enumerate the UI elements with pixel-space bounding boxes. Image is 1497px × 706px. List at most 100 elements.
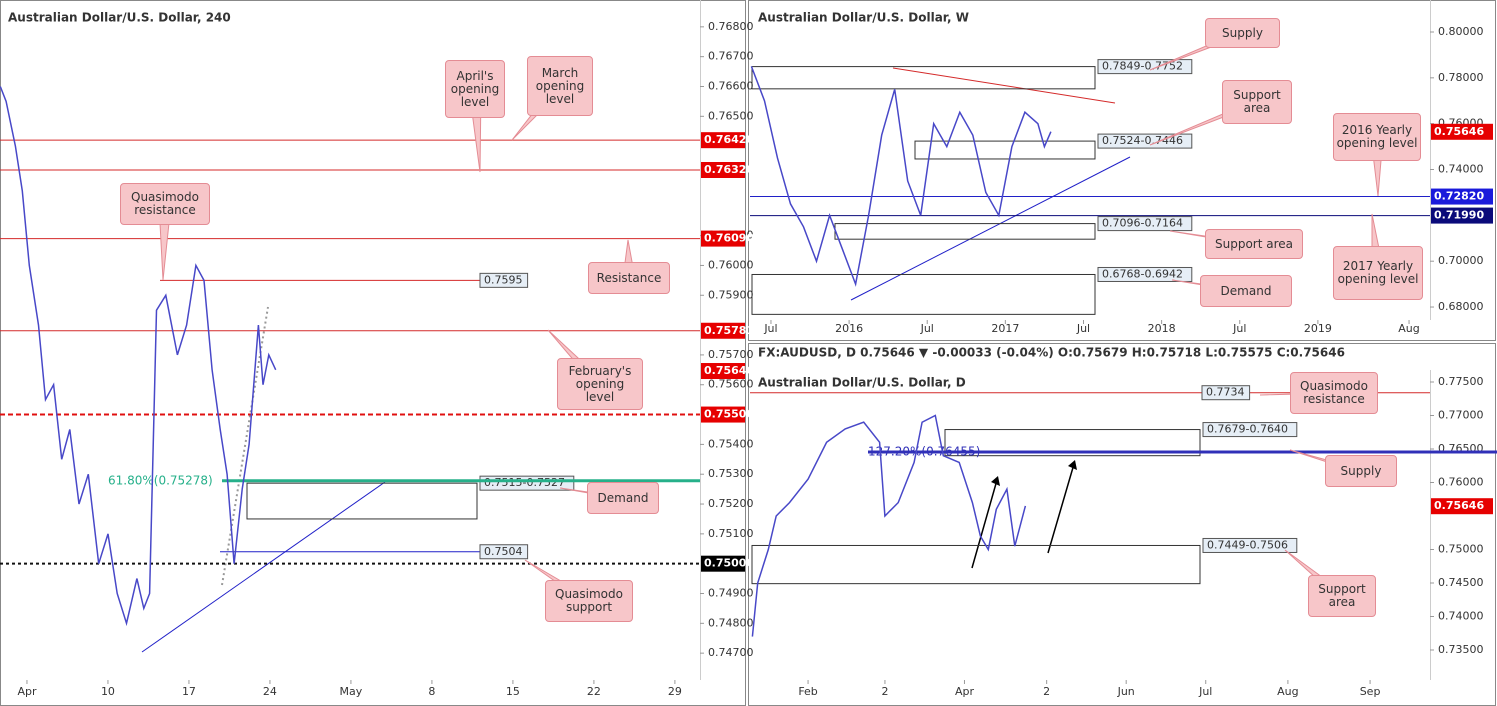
trendline xyxy=(850,156,1131,301)
x-tick-label: Apr xyxy=(17,685,37,698)
y-tick-label: 0.74900 xyxy=(708,587,754,600)
callout: 2016 Yearly opening level xyxy=(1333,113,1421,161)
x-tick-label: Jul xyxy=(920,322,934,335)
price-tag-label: 0.71990 xyxy=(1434,209,1484,222)
callout: Quasimodo resistance xyxy=(1290,372,1378,414)
callout: April's opening level xyxy=(445,60,505,118)
chart-subtitle: FX:AUDUSD, D 0.75646 ▼ -0.00033 (-0.04%)… xyxy=(758,346,1345,360)
callout: Quasimodo support xyxy=(545,580,633,622)
zone-label: 0.7096-0.7164 xyxy=(1102,217,1183,230)
price-line xyxy=(751,414,1027,637)
panel-frame xyxy=(748,0,1496,341)
price-tag xyxy=(701,162,745,178)
level-label-box xyxy=(479,272,529,288)
x-tick-label: 2019 xyxy=(1304,322,1332,335)
callout: Resistance xyxy=(588,262,670,294)
price-tag-label: 0.75781 xyxy=(704,324,754,337)
x-tick-label: Jul xyxy=(1076,322,1090,335)
arrow xyxy=(1047,463,1075,554)
callout: 2017 Yearly opening level xyxy=(1333,246,1423,300)
zone-label: 0.7449-0.7506 xyxy=(1207,538,1288,551)
y-tick-label: 0.75000 xyxy=(1438,542,1484,555)
y-tick-label: 0.76000 xyxy=(708,258,754,271)
y-tick-label: 0.75600 xyxy=(708,378,754,391)
x-tick-label: Jul xyxy=(1198,685,1212,698)
chart-title: Australian Dollar/U.S. Dollar, W xyxy=(758,11,969,25)
callout: Support area xyxy=(1222,80,1292,124)
zone-label-box xyxy=(1097,266,1193,282)
y-tick-label: 0.75900 xyxy=(708,288,754,301)
trendline xyxy=(892,67,1116,104)
x-tick-label: 2018 xyxy=(1148,322,1176,335)
x-tick-label: Jun xyxy=(1117,685,1135,698)
zone xyxy=(751,273,1096,315)
zone-label-box xyxy=(1097,216,1193,232)
x-tick-label: Sep xyxy=(1360,685,1381,698)
price-tag-label: 0.72820 xyxy=(1434,190,1484,203)
fib-line xyxy=(221,306,269,586)
y-tick-label: 0.75400 xyxy=(708,437,754,450)
level-label-box xyxy=(479,544,529,560)
x-tick-label: Jul xyxy=(1232,322,1246,335)
price-tag-label: 0.76420 xyxy=(704,133,754,146)
level-label: 127.20%(0.76455) xyxy=(868,445,980,459)
x-tick-label: 10 xyxy=(101,685,115,698)
y-tick-label: 0.74000 xyxy=(1438,163,1484,176)
y-tick-label: 0.76500 xyxy=(708,109,754,122)
y-tick-label: 0.77000 xyxy=(1438,408,1484,421)
y-tick-label: 0.76800 xyxy=(708,20,754,33)
y-tick-label: 0.73500 xyxy=(1438,643,1484,656)
price-line xyxy=(0,86,277,627)
level-label: 0.7595 xyxy=(484,273,523,286)
price-tag-label: 0.75500 xyxy=(704,408,754,421)
y-tick-label: 0.78000 xyxy=(1438,71,1484,84)
chart-title: Australian Dollar/U.S. Dollar, 240 xyxy=(8,11,231,25)
callout: March opening level xyxy=(527,56,593,116)
callout: Supply xyxy=(1205,18,1280,48)
x-tick-label: 15 xyxy=(506,685,520,698)
arrow xyxy=(971,479,998,569)
level-label: 0.7504 xyxy=(484,545,523,558)
price-tag xyxy=(701,132,745,149)
y-tick-label: 0.77500 xyxy=(1438,375,1484,388)
callout: Demand xyxy=(1200,275,1292,307)
y-tick-label: 0.75200 xyxy=(708,497,754,510)
x-tick-label: 29 xyxy=(668,685,682,698)
zone xyxy=(246,482,478,520)
zone xyxy=(944,429,1201,457)
x-tick-label: 2017 xyxy=(991,322,1019,335)
y-tick-label: 0.74800 xyxy=(708,616,754,629)
panel-frame xyxy=(0,0,746,706)
arrow-head xyxy=(991,476,1000,486)
zone xyxy=(834,223,1096,240)
panel-frame xyxy=(748,343,1496,706)
zone-label: 0.7679-0.7640 xyxy=(1207,423,1288,436)
y-tick-label: 0.75100 xyxy=(708,527,754,540)
price-tag-label: 0.75646 xyxy=(1434,125,1484,138)
callout: Support area xyxy=(1308,575,1376,617)
level-label-box xyxy=(1201,385,1251,401)
callout: February's opening level xyxy=(557,358,643,410)
x-tick-label: Feb xyxy=(798,685,817,698)
x-tick-label: 24 xyxy=(263,685,277,698)
zone xyxy=(751,66,1096,90)
arrow-head xyxy=(1068,460,1077,470)
level-label: 61.80%(0.75278) xyxy=(108,473,213,487)
y-tick-label: 0.70000 xyxy=(1438,254,1484,267)
trendline xyxy=(141,481,386,653)
y-tick-label: 0.74000 xyxy=(1438,609,1484,622)
zone-label: 0.7515-0.7527 xyxy=(484,476,565,489)
x-tick-label: 2 xyxy=(881,685,888,698)
x-tick-label: Aug xyxy=(1277,685,1298,698)
x-tick-label: Apr xyxy=(955,685,975,698)
price-tag xyxy=(1431,498,1493,515)
callout: Support area xyxy=(1205,229,1303,259)
price-tag xyxy=(701,363,745,380)
price-tag xyxy=(701,406,745,423)
y-tick-label: 0.75700 xyxy=(708,348,754,361)
price-tag-label: 0.75646 xyxy=(704,364,754,377)
y-tick-label: 0.80000 xyxy=(1438,25,1484,38)
x-tick-label: Jul xyxy=(763,322,777,335)
